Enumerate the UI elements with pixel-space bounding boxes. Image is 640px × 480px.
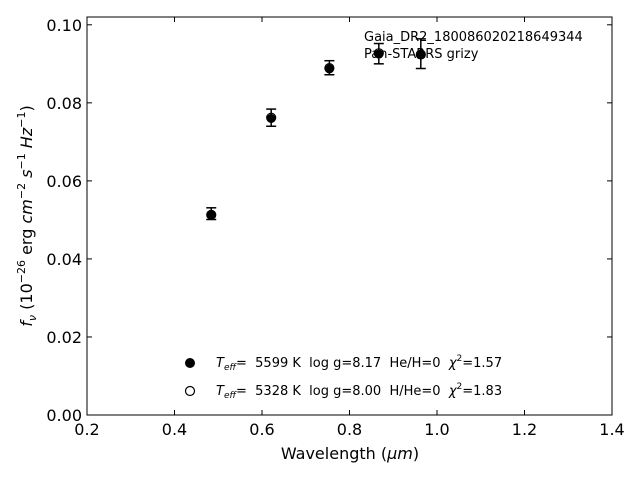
x-tick-label: 0.8 [337, 420, 362, 439]
y-label-erg: erg [17, 224, 36, 260]
x-tick-label: 0.2 [74, 420, 99, 439]
legend-entry-2-eff: eff [224, 391, 238, 401]
y-tick-label: 0.06 [46, 172, 82, 191]
legend-entry-1-text: = 5599 K log g=8.17 He/H=0 [236, 356, 449, 371]
x-axis-ticks: 0.2 0.4 0.6 0.8 1.0 1.2 1.4 [74, 17, 625, 439]
x-axis-label-unit: μm [386, 444, 413, 463]
y-label-exp3: −1 [15, 153, 28, 169]
y-tick-label: 0.10 [46, 16, 82, 35]
x-axis-label-close: ) [413, 444, 419, 463]
legend-entry-1-eff: eff [224, 363, 238, 373]
survey-annotation: Pan-STARRS grizy [364, 47, 479, 62]
legend-entry-1-T: T [216, 356, 225, 371]
y-label-nu: ν [26, 315, 39, 321]
plot-frame [86, 16, 613, 416]
y-axis-ticks: 0.00 0.02 0.04 0.06 0.08 0.10 [46, 16, 612, 425]
y-label-open: (10 [17, 283, 36, 315]
y-label-cm: cm [17, 199, 36, 223]
observed-series [206, 38, 426, 221]
observed-point [375, 50, 383, 58]
x-tick-label: 1.4 [599, 420, 624, 439]
observed-point [325, 64, 333, 72]
legend-entry-2-chi: χ [448, 384, 458, 399]
y-tick-label: 0.00 [46, 406, 82, 425]
x-axis-label: Wavelength (μm) [281, 444, 419, 463]
x-tick-label: 1.2 [512, 420, 537, 439]
y-label-exp2: −2 [15, 183, 28, 199]
y-label-exp1: −26 [15, 260, 28, 283]
y-tick-label: 0.02 [46, 328, 82, 347]
x-tick-label: 0.6 [249, 420, 274, 439]
x-tick-label: 1.0 [424, 420, 449, 439]
legend-entry-1-chi: χ [448, 356, 458, 371]
observed-point [417, 50, 425, 58]
y-label-close: ) [17, 105, 36, 111]
legend-entry-2: Teff= 5328 K log g=8.00 H/He=0 χ2=1.83 [216, 382, 502, 401]
legend-entry-2-chi-exp: 2 [457, 382, 463, 392]
legend-entry-1-chi-val: =1.57 [462, 356, 502, 371]
y-label-f: f [17, 319, 36, 327]
legend-entry-2-T: T [216, 384, 225, 399]
legend-entry-1-chi-exp: 2 [457, 354, 463, 364]
legend-entry-1: Teff= 5599 K log g=8.17 He/H=0 χ2=1.57 [216, 354, 502, 373]
observed-point [267, 114, 275, 122]
y-label-exp4: −1 [15, 112, 28, 128]
legend-entry-2-chi-val: =1.83 [462, 384, 502, 399]
legend-marker-filled [185, 358, 195, 368]
y-label-hz: Hz [17, 127, 36, 153]
y-axis-label: fν (10−26 erg cm−2 s−1 Hz−1) [15, 105, 39, 326]
y-label-s: s [17, 170, 36, 183]
object-name-annotation: Gaia_DR2_180086020218649344 [364, 30, 583, 45]
legend-entry-2-text: = 5328 K log g=8.00 H/He=0 [236, 384, 449, 399]
x-tick-label: 0.4 [162, 420, 187, 439]
legend: Teff= 5599 K log g=8.17 He/H=0 χ2=1.57 T… [184, 354, 502, 401]
observed-point [207, 210, 215, 218]
legend-marker-open [184, 385, 196, 397]
y-tick-label: 0.08 [46, 94, 82, 113]
x-axis-label-main: Wavelength ( [281, 444, 387, 463]
y-tick-label: 0.04 [46, 250, 82, 269]
